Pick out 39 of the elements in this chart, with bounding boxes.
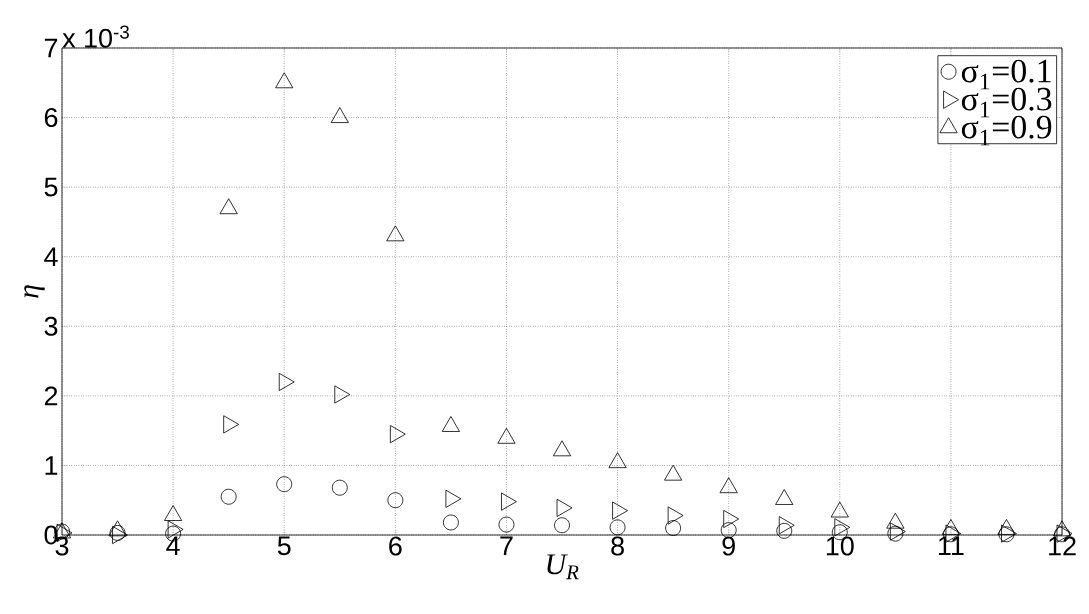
point [386,225,405,242]
point [275,72,294,89]
point [778,516,795,535]
x-tick-label: 4 [166,536,180,556]
y-axis-title: η [24,285,45,298]
point [331,479,348,496]
point [608,452,627,469]
point [554,517,570,534]
point [776,522,793,539]
x-axis-title: U$_{R}$ [547,554,579,580]
point [276,476,293,493]
point [552,440,572,457]
x-tick-label: 8 [611,536,624,556]
x-tick-label: 7 [500,536,513,556]
y-tick-label: 7 [44,38,58,58]
y-tick-label: 2 [44,386,58,406]
point [219,198,238,215]
point [609,519,626,536]
y-tick-label: 3 [44,316,58,336]
point [498,516,515,533]
point [665,520,682,536]
y-tick-label: 4 [44,247,58,266]
text: x 10$^{-3}$ [62,25,129,48]
y-tick-label: 1 [45,456,58,475]
point [441,416,460,432]
y-tick-label: 6 [44,108,58,128]
x-tick-label: 11 [939,536,964,556]
x-tick-label: 6 [389,536,402,556]
point [330,107,349,123]
x-tick-label: 10 [826,536,854,556]
point [443,514,459,531]
point [719,477,738,494]
y-tick-label: 5 [44,177,58,197]
x-tick-label: 12 [1049,536,1076,556]
point [109,525,126,541]
x-tick-label: 5 [277,536,291,556]
point [387,492,404,509]
point [220,488,237,505]
x-tick-label: 9 [722,536,735,556]
